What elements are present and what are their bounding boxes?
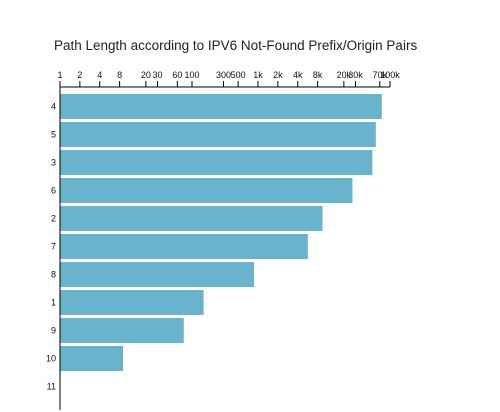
x-tick-label: 8k (313, 70, 323, 80)
x-tick-label: 1 (57, 70, 62, 80)
x-tick-label: 60 (172, 70, 182, 80)
y-tick-label: 3 (51, 158, 56, 168)
y-tick-label: 9 (51, 326, 56, 336)
x-tick-label: 4 (97, 70, 102, 80)
bar-8 (60, 262, 255, 287)
y-tick-label: 4 (51, 102, 56, 112)
y-tick-label: 7 (51, 242, 56, 252)
x-tick-label: 70k (373, 70, 388, 80)
x-tick-label: 1k (253, 70, 263, 80)
x-tick-label: 2 (77, 70, 82, 80)
x-tick-label: 20 (141, 70, 151, 80)
bar-5 (60, 122, 376, 147)
y-tick-label: 5 (51, 130, 56, 140)
bar-4 (60, 94, 382, 119)
x-tick-label: 30k (348, 70, 363, 80)
x-tick-label: 4k (293, 70, 303, 80)
bar-6 (60, 178, 353, 203)
y-tick-label: 6 (51, 186, 56, 196)
bar-3 (60, 150, 373, 175)
x-tick-label: 2k (273, 70, 283, 80)
y-tick-label: 11 (47, 382, 56, 392)
x-tick-label: 500 (231, 70, 246, 80)
y-tick-label: 8 (51, 270, 56, 280)
bar-7 (60, 234, 308, 259)
x-tick-label: 30 (152, 70, 162, 80)
x-tick-label: 100k (380, 70, 400, 80)
y-tick-label: 1 (51, 298, 56, 308)
bar-9 (60, 318, 184, 343)
y-tick-label: 10 (46, 354, 56, 364)
x-tick-label: 100 (184, 70, 199, 80)
chart-title: Path Length according to IPV6 Not-Found … (54, 38, 417, 53)
x-tick-label: 20k (337, 70, 352, 80)
bar-1 (60, 290, 204, 315)
bars (60, 94, 382, 371)
x-tick-label: 300 (216, 70, 231, 80)
x-tick-label: 8 (117, 70, 122, 80)
y-tick-label: 2 (51, 214, 56, 224)
y-axis: 4 5 3 6 2 7 8 1 9 10 11 (46, 87, 61, 410)
bar-10 (60, 346, 123, 371)
bar-2 (60, 206, 323, 231)
